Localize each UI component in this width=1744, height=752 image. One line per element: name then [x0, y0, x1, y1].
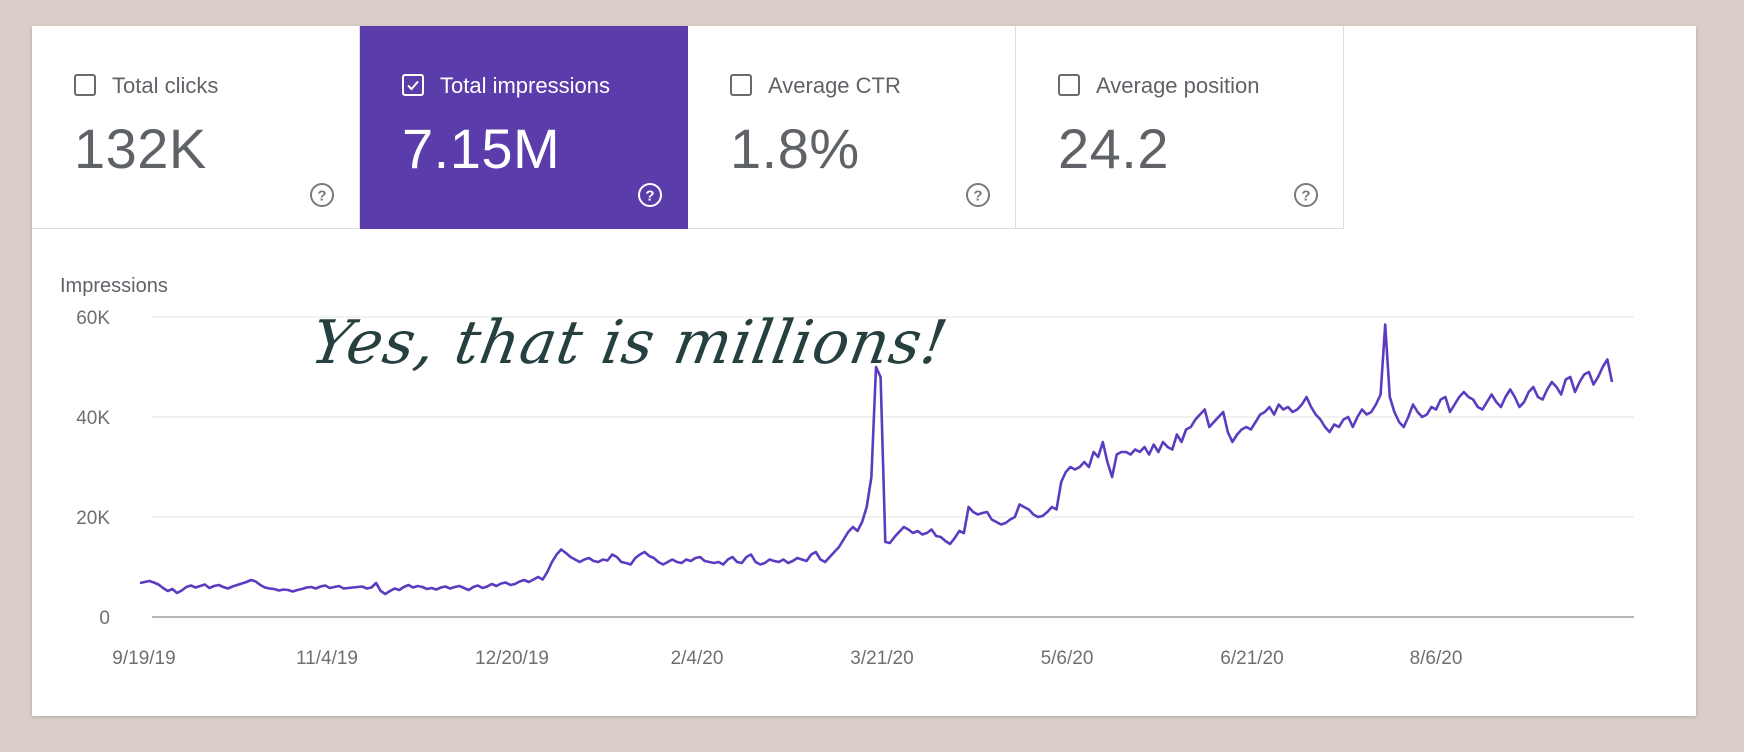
help-circle-icon[interactable]: ?	[637, 182, 663, 208]
x-tick-label: 8/6/20	[1410, 648, 1463, 669]
svg-text:?: ?	[973, 188, 982, 205]
metric-label: Total impressions	[440, 73, 610, 98]
help-circle-icon[interactable]: ?	[965, 182, 991, 208]
y-tick-label: 20K	[76, 508, 110, 529]
checkbox-icon[interactable]	[402, 74, 424, 96]
metric-tab-total-clicks[interactable]: Total clicks 132K ?	[32, 26, 360, 229]
help-circle-icon[interactable]: ?	[1293, 182, 1319, 208]
handwritten-annotation: Yes, that is millions!	[305, 308, 954, 378]
metric-value: 7.15M	[402, 117, 561, 180]
metric-value: 1.8%	[730, 117, 860, 180]
impressions-chart: 0 20K 40K 60K 9/19/19 11/4/19 12/20/19 2/4/20 3/…	[76, 308, 1634, 669]
metric-tab-average-position[interactable]: Average position 24.2 ?	[1016, 26, 1344, 229]
metric-label: Average CTR	[768, 73, 901, 98]
x-tick-label: 3/21/20	[850, 648, 913, 669]
y-tick-label: 40K	[76, 408, 110, 429]
x-tick-label: 12/20/19	[475, 648, 549, 669]
metric-tab-total-impressions[interactable]: Total impressions 7.15M ?	[360, 26, 688, 229]
help-circle-icon[interactable]: ?	[309, 182, 335, 208]
svg-text:?: ?	[645, 188, 654, 205]
x-tick-label: 2/4/20	[671, 648, 724, 669]
x-tick-label: 9/19/19	[112, 648, 175, 669]
metric-value: 24.2	[1058, 117, 1169, 180]
metric-tabs: Total clicks 132K ? Total impressions 7.…	[32, 26, 1344, 230]
svg-text:?: ?	[317, 188, 326, 205]
checkmark-icon	[407, 80, 419, 91]
x-tick-label: 6/21/20	[1220, 648, 1283, 669]
metric-label: Average position	[1096, 73, 1260, 98]
impressions-series-line	[139, 323, 1614, 596]
y-tick-label: 0	[99, 608, 110, 629]
x-tick-label: 5/6/20	[1041, 648, 1094, 669]
checkbox-icon[interactable]	[74, 74, 96, 96]
x-tick-label: 11/4/19	[296, 648, 358, 669]
metric-label: Total clicks	[112, 73, 219, 98]
checkbox-icon[interactable]	[1058, 74, 1080, 96]
metric-tab-average-ctr[interactable]: Average CTR 1.8% ?	[688, 26, 1016, 229]
performance-card: Total clicks 132K ? Total impressions 7.…	[32, 26, 1696, 716]
checkbox-icon[interactable]	[730, 74, 752, 96]
svg-text:?: ?	[1301, 188, 1310, 205]
metric-value: 132K	[74, 117, 207, 180]
y-tick-label: 60K	[76, 308, 110, 329]
y-axis-title: Impressions	[60, 275, 168, 297]
